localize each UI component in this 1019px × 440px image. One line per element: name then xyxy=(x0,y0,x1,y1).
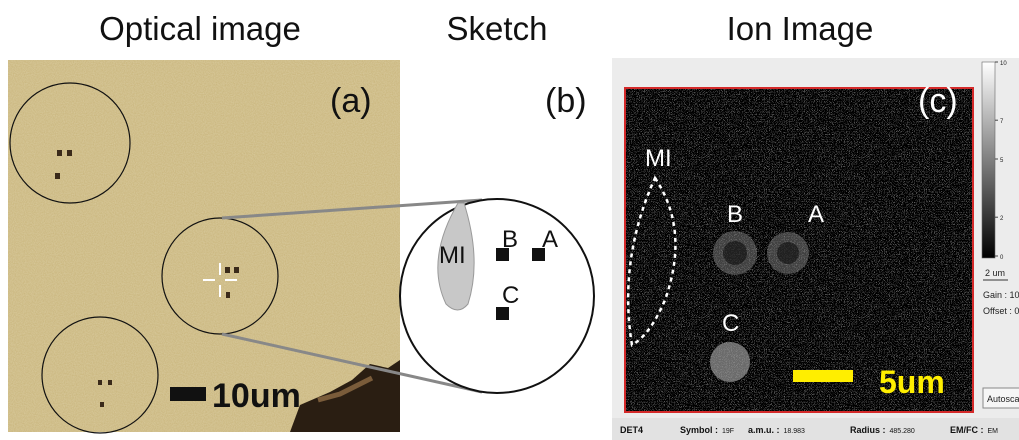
status-label: DET4 xyxy=(620,425,643,435)
scale-text: 2 um xyxy=(985,268,1005,278)
panel-label: (b) xyxy=(545,82,587,120)
panel-label: (c) xyxy=(918,82,958,120)
status-value: 18.983 xyxy=(784,428,806,435)
gain: Gain : 10 xyxy=(983,290,1019,300)
page: {"headings": {"optical": "Optical image"… xyxy=(0,0,1019,440)
region-label: A xyxy=(542,226,558,253)
region-label: MI xyxy=(439,242,466,269)
region-label: B xyxy=(502,226,518,253)
status-label: Radius : xyxy=(850,425,886,435)
optical-image: 10um (a) xyxy=(8,60,400,433)
status-label: EM/FC : xyxy=(950,425,984,435)
status-value: 19F xyxy=(722,428,734,435)
region-label: C xyxy=(502,282,519,309)
autoscale-label[interactable]: Autoscale xyxy=(987,394,1019,404)
panel-label: (a) xyxy=(330,82,372,120)
offset: Offset : 0 xyxy=(983,306,1019,316)
status-label: Symbol : xyxy=(680,425,718,435)
scale-bar-label: 10um xyxy=(212,377,301,415)
sketch: MI B A C (b) xyxy=(400,82,594,393)
status-value: 485.280 xyxy=(890,428,915,435)
heading: Ion Image xyxy=(727,10,874,47)
colorbar-tick-label: 10 xyxy=(1000,61,1007,67)
scale-bar xyxy=(793,370,853,382)
figure: Optical image Sketch Ion Image 10um (a) xyxy=(0,0,1019,440)
region-label: MI xyxy=(645,145,672,172)
heading: Optical image xyxy=(99,10,301,47)
colorbar xyxy=(982,62,995,258)
status-label: a.m.u. : xyxy=(748,425,780,435)
region-label: C xyxy=(722,310,739,337)
heading: Sketch xyxy=(447,10,548,47)
status-value: EM xyxy=(988,428,999,435)
region-label: A xyxy=(808,201,824,228)
region-label: B xyxy=(727,201,743,228)
scale-bar-label: 5um xyxy=(879,364,945,400)
